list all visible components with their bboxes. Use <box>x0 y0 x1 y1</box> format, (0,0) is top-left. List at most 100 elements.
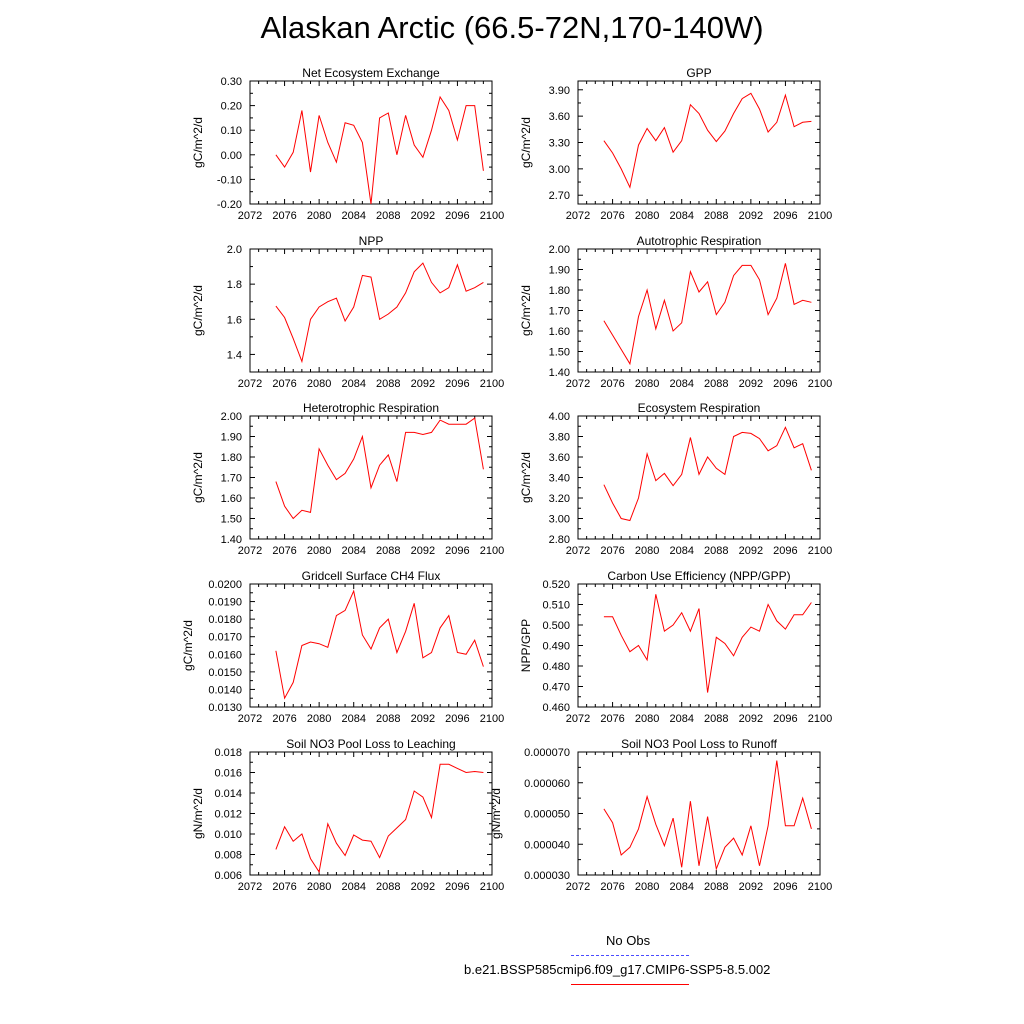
x-tick-label: 2076 <box>600 378 624 390</box>
y-tick-label: 0.10 <box>221 125 242 137</box>
panel-title: Soil NO3 Pool Loss to Leaching <box>286 737 455 751</box>
y-tick-label: 2.00 <box>221 411 242 423</box>
x-tick-label: 2100 <box>480 545 504 557</box>
y-tick-label: 3.00 <box>549 514 570 526</box>
x-tick-label: 2076 <box>600 881 624 893</box>
x-tick-label: 2088 <box>704 881 728 893</box>
y-tick-label: 0.30 <box>221 76 242 88</box>
chart-panel-7: 2072 2076 2080 2084 2088 2092 2096 2100 0.460 0.4… <box>519 569 832 725</box>
panel-title: GPP <box>686 66 711 80</box>
y-tick-label: 1.80 <box>221 452 242 464</box>
x-tick-label: 2076 <box>272 210 296 222</box>
plot-frame <box>249 248 493 373</box>
x-tick-label: 2096 <box>445 545 469 557</box>
x-tick-label: 2076 <box>272 378 296 390</box>
y-tick-label: 0.0200 <box>208 579 242 591</box>
y-axis-label: gC/m^2/d <box>181 620 195 671</box>
y-tick-label: 0.0130 <box>208 702 242 714</box>
y-tick-label: 0.000050 <box>524 809 570 821</box>
x-tick-label: 2080 <box>635 713 659 725</box>
x-tick-label: 2080 <box>307 881 331 893</box>
y-axis-label: gC/m^2/d <box>519 117 533 168</box>
x-tick-label: 2088 <box>376 378 400 390</box>
x-tick-label: 2080 <box>635 881 659 893</box>
y-tick-label: 3.60 <box>549 452 570 464</box>
x-tick-label: 2084 <box>669 545 693 557</box>
y-tick-label: 0.0170 <box>208 632 242 644</box>
y-tick-label: 0.490 <box>542 641 570 653</box>
legend-line-model-run <box>571 984 689 985</box>
panel-title: Soil NO3 Pool Loss to Runoff <box>621 737 778 751</box>
chart-panel-1: 2072 2076 2080 2084 2088 2092 2096 2100 2.70 3.00… <box>519 66 832 222</box>
y-tick-label: 2.80 <box>549 534 570 546</box>
x-tick-label: 2084 <box>669 378 693 390</box>
x-tick-label: 2072 <box>238 545 262 557</box>
x-tick-label: 2084 <box>341 713 365 725</box>
chart-panel-2: 2072 2076 2080 2084 2088 2092 2096 2100 1.4 1.6 1.… <box>191 234 504 390</box>
legend-label-model-run: b.e21.BSSP585cmip6.f09_g17.CMIP6-SSP5-8.… <box>464 962 771 977</box>
x-tick-label: 2092 <box>739 210 763 222</box>
x-tick-label: 2076 <box>272 881 296 893</box>
series-line <box>603 92 812 189</box>
x-tick-label: 2092 <box>739 378 763 390</box>
x-tick-label: 2096 <box>445 713 469 725</box>
x-tick-label: 2080 <box>635 545 659 557</box>
y-tick-label: 0.500 <box>542 620 570 632</box>
x-tick-label: 2076 <box>272 545 296 557</box>
chart-panel-0: 2072 2076 2080 2084 2088 2092 2096 2100 -0.20 -0.… <box>191 66 504 222</box>
series-line <box>603 263 812 366</box>
y-tick-label: 2.0 <box>227 244 242 256</box>
y-axis-label: gC/m^2/d <box>519 285 533 336</box>
panel-title: Ecosystem Respiration <box>638 401 761 415</box>
x-tick-label: 2096 <box>773 713 797 725</box>
x-tick-label: 2096 <box>773 545 797 557</box>
x-tick-label: 2100 <box>808 713 832 725</box>
x-tick-label: 2092 <box>411 210 435 222</box>
chart-panel-9: 2072 2076 2080 2084 2088 2092 2096 2100 0.000030… <box>489 737 832 893</box>
y-tick-label: 1.90 <box>549 265 570 277</box>
y-tick-label: 2.00 <box>549 244 570 256</box>
y-tick-label: -0.10 <box>217 174 242 186</box>
y-tick-label: 0.000030 <box>524 870 570 882</box>
y-tick-label: 0.0160 <box>208 649 242 661</box>
plot-frame <box>249 751 493 876</box>
x-tick-label: 2092 <box>739 881 763 893</box>
y-tick-label: 3.30 <box>549 138 570 150</box>
y-tick-label: 2.70 <box>549 190 570 202</box>
x-tick-label: 2096 <box>773 378 797 390</box>
x-tick-label: 2080 <box>307 713 331 725</box>
y-tick-label: 1.8 <box>227 279 242 291</box>
x-tick-label: 2100 <box>808 545 832 557</box>
y-tick-label: 3.90 <box>549 85 570 97</box>
x-tick-label: 2092 <box>739 545 763 557</box>
y-axis-label: gC/m^2/d <box>191 117 205 168</box>
y-tick-label: 0.010 <box>214 829 242 841</box>
series-line <box>275 589 484 700</box>
plot-frame <box>577 415 821 540</box>
y-tick-label: 3.40 <box>549 473 570 485</box>
y-tick-label: 0.480 <box>542 661 570 673</box>
x-tick-label: 2096 <box>445 378 469 390</box>
y-tick-label: 0.470 <box>542 682 570 694</box>
x-tick-label: 2076 <box>600 713 624 725</box>
series-line <box>275 95 484 205</box>
y-tick-label: 0.520 <box>542 579 570 591</box>
x-tick-label: 2072 <box>566 545 590 557</box>
x-tick-label: 2092 <box>411 378 435 390</box>
x-tick-label: 2080 <box>307 545 331 557</box>
page-title: Alaskan Arctic (66.5-72N,170-140W) <box>260 10 764 45</box>
y-tick-label: 3.60 <box>549 111 570 123</box>
panel-title: NPP <box>359 234 384 248</box>
x-tick-label: 2084 <box>341 210 365 222</box>
x-tick-label: 2100 <box>480 881 504 893</box>
x-tick-label: 2080 <box>307 378 331 390</box>
y-tick-label: 1.6 <box>227 314 242 326</box>
x-tick-label: 2084 <box>669 713 693 725</box>
legend-label-no-obs: No Obs <box>606 933 651 948</box>
plot-frame <box>249 80 493 205</box>
x-tick-label: 2092 <box>739 713 763 725</box>
x-tick-label: 2100 <box>808 881 832 893</box>
y-tick-label: 0.0180 <box>208 614 242 626</box>
plot-frame <box>577 248 821 373</box>
y-axis-label: gN/m^2/d <box>191 788 205 839</box>
